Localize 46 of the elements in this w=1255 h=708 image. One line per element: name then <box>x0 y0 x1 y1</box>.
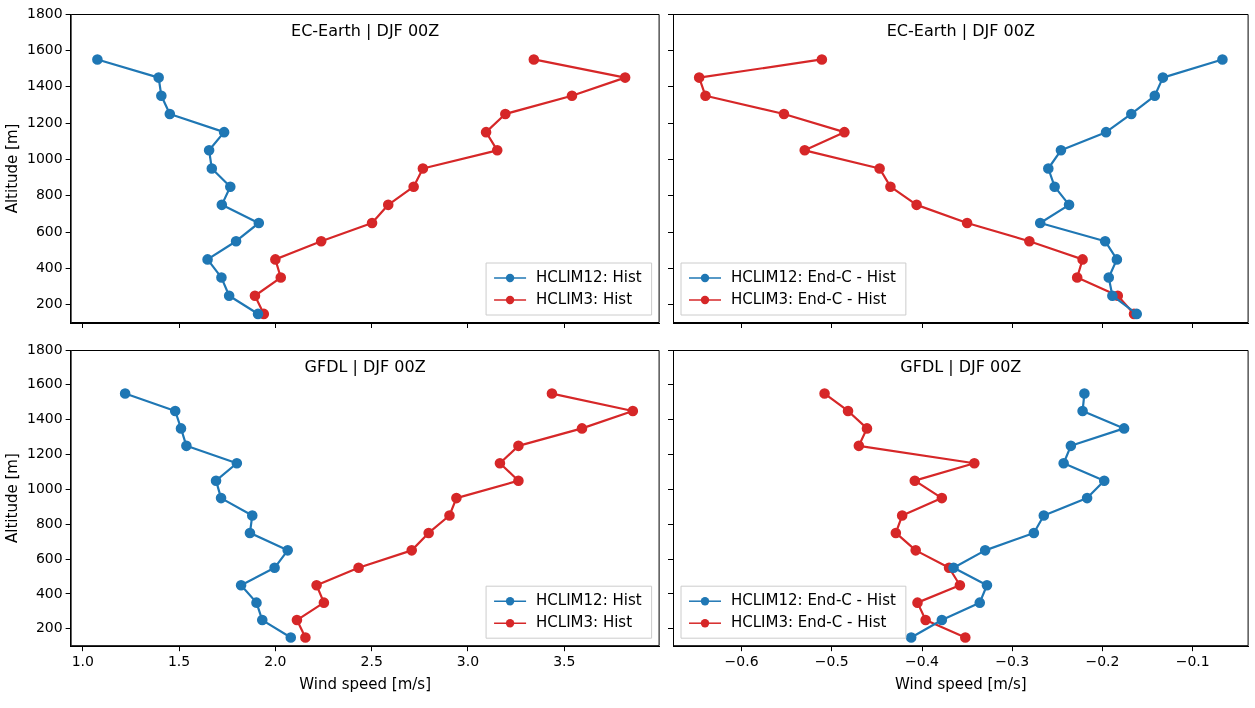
legend-label: HCLIM3: End-C - Hist <box>731 613 887 632</box>
x-tick-label: 1.0 <box>71 653 94 670</box>
text: GFDL | DJF 00Z <box>900 357 1022 377</box>
y-tick-label: 200 <box>35 619 63 636</box>
text: GFDL | DJF 00Z <box>304 357 426 377</box>
y-tick-label: 1200 <box>26 113 63 130</box>
y-tick-label: 600 <box>35 222 63 239</box>
y-tick-label: 1800 <box>26 4 63 21</box>
legend-label: HCLIM3: Hist <box>536 613 633 632</box>
x-tick-label: −0.3 <box>995 653 1030 670</box>
y-tick-label: 600 <box>35 549 63 566</box>
y-tick-label: 400 <box>35 584 63 601</box>
legend-label: HCLIM12: Hist <box>536 267 642 286</box>
x-tick-label: 3.0 <box>456 653 480 670</box>
y-axis-title: Altitude [m] <box>2 453 21 543</box>
x-tick-label: −0.2 <box>1085 653 1120 670</box>
y-tick-label: 1200 <box>26 445 63 462</box>
legend-label: HCLIM12: End-C - Hist <box>731 591 896 610</box>
x-axis-title: Wind speed [m/s] <box>299 674 431 693</box>
y-axis-title: Altitude [m] <box>2 123 21 214</box>
y-tick-label: 1800 <box>26 340 63 357</box>
x-tick-label: −0.5 <box>814 653 849 670</box>
legend-label: HCLIM12: End-C - Hist <box>731 267 896 286</box>
x-tick-label: −0.4 <box>905 653 940 670</box>
x-tick-label: 1.5 <box>167 653 191 670</box>
legend-label: HCLIM3: End-C - Hist <box>731 289 887 308</box>
x-tick-label: 3.5 <box>553 653 576 670</box>
y-tick-label: 1600 <box>26 40 63 57</box>
y-tick-label: 1000 <box>26 150 63 167</box>
text: EC-Earth | DJF 00Z <box>886 21 1035 41</box>
y-tick-label: 200 <box>35 295 63 312</box>
y-tick-label: 800 <box>35 186 63 203</box>
legend-label: HCLIM12: Hist <box>536 591 642 610</box>
y-tick-label: 800 <box>35 514 63 531</box>
text: EC-Earth | DJF 00Z <box>291 21 440 41</box>
x-tick-label: −0.1 <box>1175 653 1210 670</box>
legend-label: HCLIM3: Hist <box>536 289 633 308</box>
y-tick-label: 1600 <box>26 375 63 392</box>
x-axis-title: Wind speed [m/s] <box>894 674 1027 693</box>
y-tick-label: 1000 <box>26 480 63 497</box>
x-tick-label: 2.5 <box>360 653 383 670</box>
y-tick-label: 400 <box>35 259 63 276</box>
y-tick-label: 1400 <box>26 410 63 427</box>
x-tick-label: −0.6 <box>724 653 759 670</box>
y-tick-label: 1400 <box>26 77 63 94</box>
x-tick-label: 2.0 <box>264 653 287 670</box>
